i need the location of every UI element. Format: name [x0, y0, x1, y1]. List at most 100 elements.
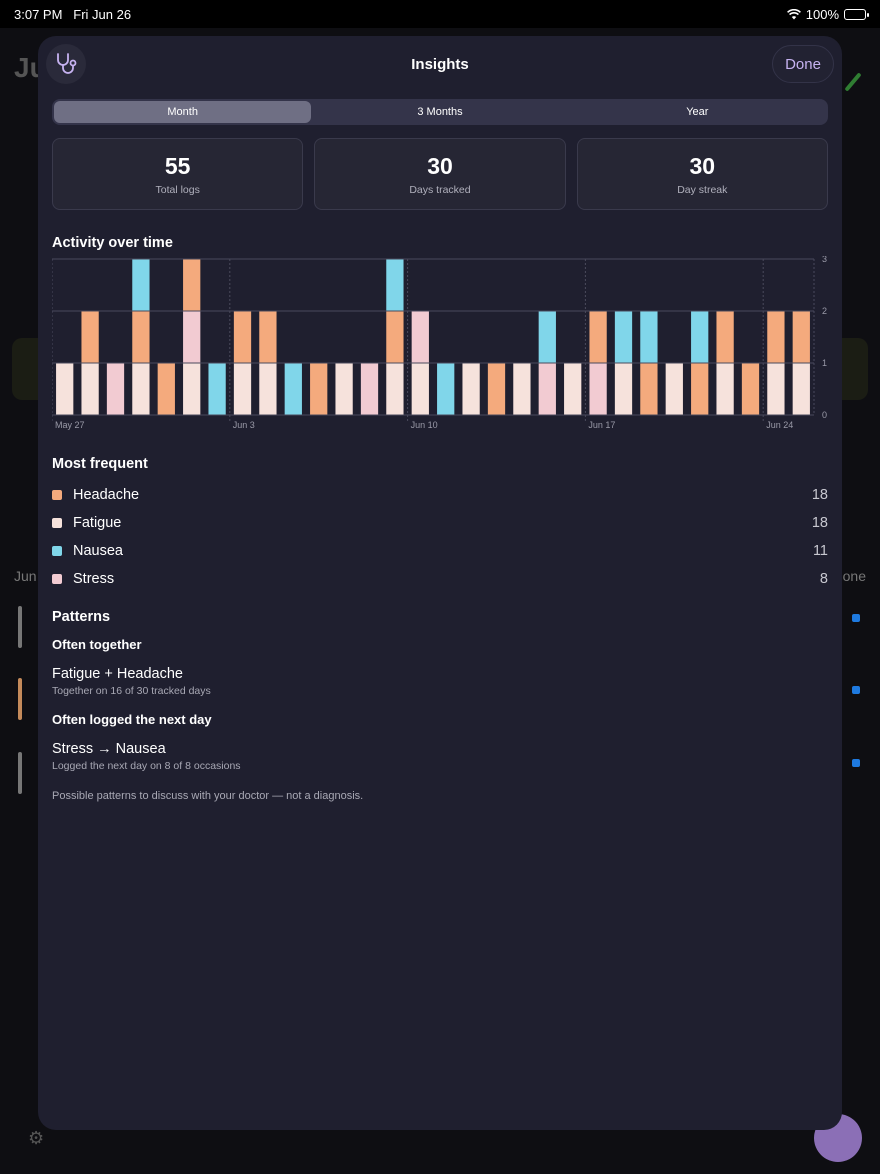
- pattern-next-main: Stress → Nausea: [52, 741, 166, 757]
- next-day-heading: Often logged the next day: [52, 712, 212, 727]
- bar-segment-fatigue: [183, 363, 201, 415]
- bar-segment-stress: [538, 363, 556, 415]
- stat-total-logs: 55 Total logs: [52, 138, 304, 210]
- bar-segment-stress: [106, 363, 125, 415]
- bar-segment-fatigue: [335, 363, 353, 415]
- stat-days-tracked: 30 Days tracked: [314, 138, 566, 210]
- bar-segment-fatigue: [767, 363, 785, 415]
- page-title: Insights: [411, 56, 469, 73]
- bar-segment-headache: [589, 311, 607, 363]
- symptom-count: 8: [819, 571, 828, 587]
- bar-segment-fatigue: [792, 363, 810, 415]
- bar-segment-fatigue: [513, 363, 531, 415]
- bar-segment-fatigue: [259, 363, 277, 415]
- bar-segment-fatigue: [716, 363, 734, 415]
- y-tick-label: 3: [822, 256, 827, 264]
- bar-segment-stress: [360, 363, 379, 415]
- bar-segment-fatigue: [462, 363, 480, 415]
- y-tick-label: 1: [822, 358, 827, 368]
- symptom-name: Stress: [73, 571, 115, 587]
- pattern-together-detail: Together on 16 of 30 tracked days: [52, 685, 211, 697]
- pattern-together-main: Fatigue + Headache: [52, 666, 183, 682]
- list-item: Stress 8: [52, 565, 828, 593]
- symptom-swatch: [52, 518, 62, 528]
- bar-segment-nausea: [640, 311, 658, 363]
- most-frequent-title: Most frequent: [52, 456, 148, 472]
- time-range-segmented-control: Month 3 Months Year: [52, 99, 828, 125]
- battery-percent: 100%: [805, 7, 839, 22]
- status-bar: 3:07 PM Fri Jun 26 100%: [0, 0, 880, 28]
- background-left-label: Jun: [14, 568, 37, 584]
- segment-year[interactable]: Year: [569, 101, 826, 123]
- x-tick-label: Jun 17: [588, 420, 615, 430]
- bar-segment-fatigue: [665, 363, 683, 415]
- list-item: Nausea 11: [52, 537, 828, 565]
- insights-sheet: Insights Done Month 3 Months Year 55 Tot…: [38, 36, 842, 1130]
- symptom-count: 11: [812, 543, 828, 559]
- bar-segment-headache: [81, 311, 99, 363]
- bar-segment-headache: [792, 311, 810, 363]
- segment-3-months[interactable]: 3 Months: [311, 101, 568, 123]
- activity-title: Activity over time: [52, 235, 173, 251]
- bar-segment-headache: [487, 363, 506, 415]
- stat-value: 55: [164, 153, 191, 179]
- pencil-icon: [844, 72, 862, 92]
- background-status-dot: [852, 759, 860, 767]
- list-item: Headache 18: [52, 481, 828, 509]
- stat-label: Days tracked: [409, 184, 471, 196]
- bar-segment-nausea: [614, 311, 633, 363]
- x-tick-label: Jun 10: [411, 420, 438, 430]
- bar-segment-nausea: [691, 311, 709, 363]
- bar-segment-fatigue: [81, 363, 99, 415]
- bar-segment-fatigue: [56, 363, 74, 415]
- stethoscope-icon[interactable]: [46, 44, 86, 84]
- stats-row: 55 Total logs 30 Days tracked 30 Day str…: [52, 138, 828, 210]
- bar-segment-headache: [767, 311, 785, 363]
- bar-segment-nausea: [284, 363, 302, 415]
- often-together-heading: Often together: [52, 637, 142, 652]
- symptom-swatch: [52, 546, 62, 556]
- bar-segment-headache: [691, 363, 709, 415]
- stat-label: Day streak: [677, 184, 728, 196]
- background-status-dot: [852, 686, 860, 694]
- bar-segment-headache: [132, 311, 150, 363]
- x-tick-label: May 27: [55, 420, 85, 430]
- stat-value: 30: [689, 153, 716, 179]
- background-status-dot: [852, 614, 860, 622]
- symptom-name: Headache: [73, 487, 140, 503]
- background-right-label: one: [842, 568, 866, 584]
- background-row-bar: [18, 678, 22, 720]
- bar-segment-headache: [640, 363, 658, 415]
- wifi-icon: [786, 9, 801, 20]
- bar-segment-fatigue: [411, 363, 429, 415]
- bar-segment-stress: [411, 311, 429, 363]
- done-button[interactable]: Done: [772, 45, 834, 83]
- background-row-bar: [18, 752, 22, 794]
- bar-segment-headache: [386, 311, 404, 363]
- bar-segment-fatigue: [386, 363, 404, 415]
- bar-segment-stress: [589, 363, 607, 415]
- activity-chart: 0 1 2 3 May 27 Jun 3 Jun 10 Jun 17 Jun 24: [52, 256, 827, 430]
- stat-value: 30: [427, 153, 453, 179]
- symptom-count: 18: [811, 515, 828, 531]
- segment-month[interactable]: Month: [54, 101, 312, 123]
- symptom-swatch: [52, 490, 62, 500]
- bar-segment-headache: [157, 363, 175, 415]
- y-tick-label: 2: [822, 306, 827, 316]
- bar-segment-headache: [183, 259, 201, 311]
- bar-segment-headache: [741, 363, 760, 415]
- bar-segment-nausea: [437, 363, 455, 415]
- bar-segment-nausea: [208, 363, 226, 415]
- gear-icon: ⚙: [28, 1128, 45, 1148]
- bar-segment-fatigue: [564, 363, 582, 415]
- bar-segment-headache: [716, 311, 734, 363]
- bar-segment-headache: [233, 311, 252, 363]
- symptom-name: Fatigue: [73, 515, 122, 531]
- bar-segment-nausea: [386, 259, 404, 311]
- bar-segment-stress: [183, 311, 201, 363]
- bar-segment-nausea: [132, 259, 150, 311]
- symptom-name: Nausea: [73, 543, 123, 559]
- bar-segment-fatigue: [132, 363, 150, 415]
- disclaimer: Possible patterns to discuss with your d…: [52, 790, 364, 802]
- bar-segment-headache: [310, 363, 328, 415]
